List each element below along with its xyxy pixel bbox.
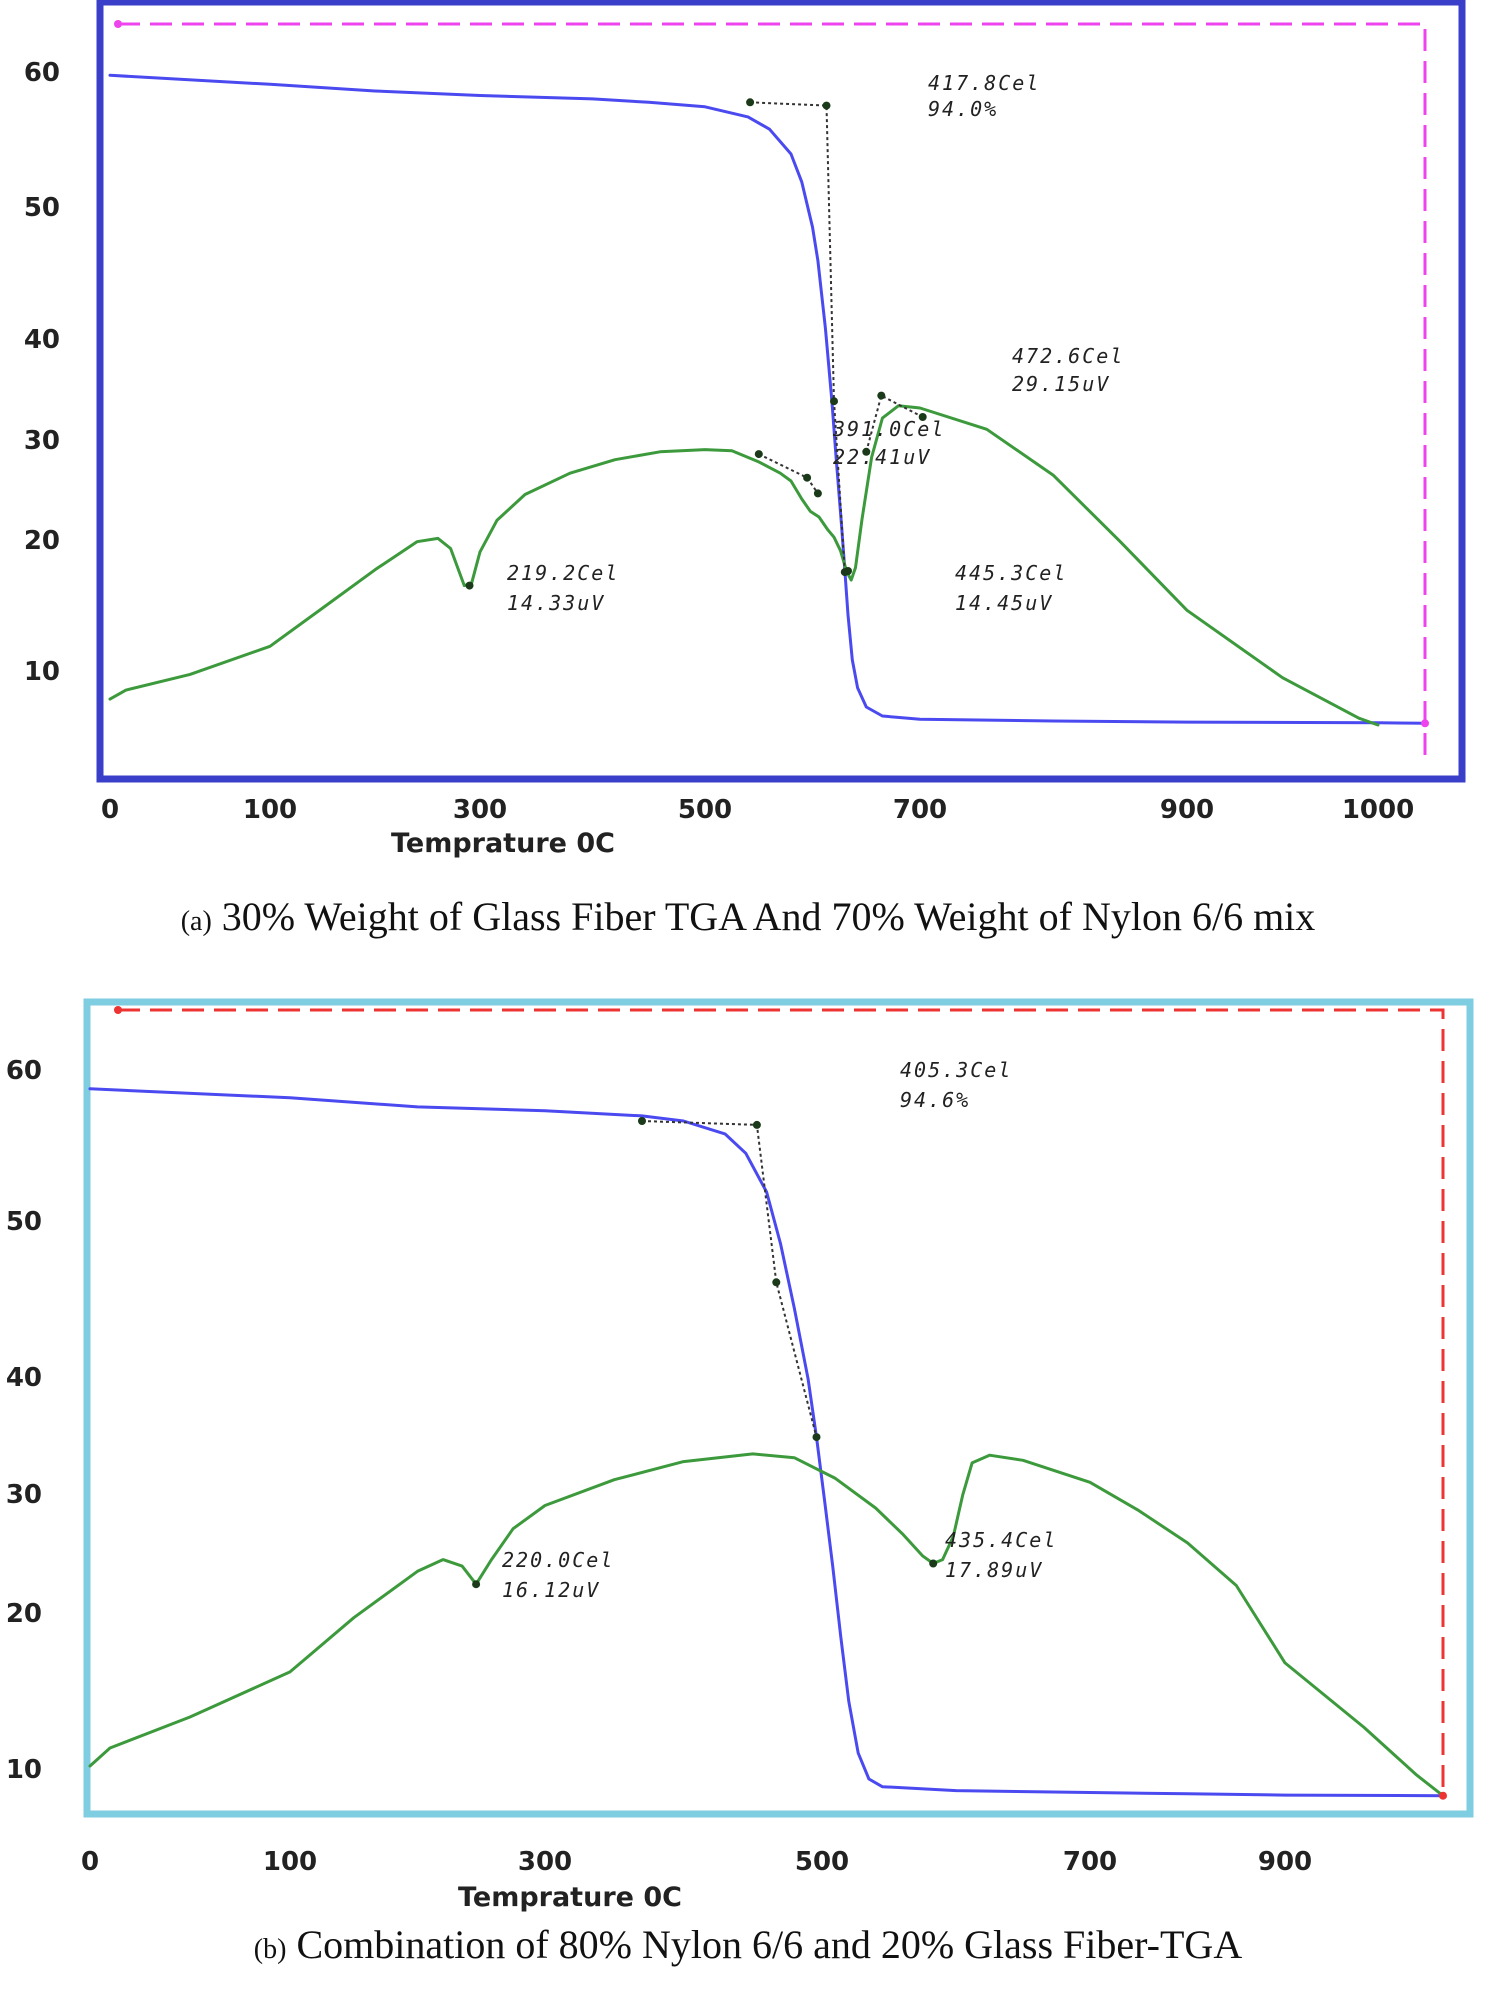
annotation-marker xyxy=(746,98,755,107)
x-tick-label: 0 xyxy=(101,795,119,825)
annotation-marker xyxy=(830,397,838,406)
annotation-marker xyxy=(812,1433,821,1442)
end-marker xyxy=(1439,1791,1447,1800)
y-ticks-b: 10 20 30 40 50 60 xyxy=(6,1056,42,1785)
annotation-label: 417.8Cel 94.0% xyxy=(928,71,1040,121)
x-tick-label: 1000 xyxy=(1342,795,1414,825)
y-tick-label: 20 xyxy=(24,526,60,556)
annotation-guide-line xyxy=(641,1120,818,1438)
annotation-marker xyxy=(754,450,763,459)
x-tick-label: 500 xyxy=(678,795,732,825)
annotation-marker xyxy=(638,1117,646,1125)
annotation-layer-b: 405.3Cel 94.6% 220.0Cel 16.12uV 435.4Cel 17… xyxy=(114,1006,1447,1800)
y-tick-label: 60 xyxy=(6,1056,42,1086)
annotation-label: 391.0Cel 22.41uV xyxy=(832,417,945,469)
x-ticks-b: 0 100 300 500 700 900 xyxy=(81,1847,1312,1877)
annotation-marker xyxy=(844,567,852,575)
annotation-layer-a: 417.8Cel 94.0% 472.6Cel 29.15uV 391.0Cel 22… xyxy=(114,20,1429,728)
annotation-label: 220.0Cel 16.12uV xyxy=(502,1548,614,1602)
panel-tag: (a) xyxy=(180,906,212,937)
start-marker xyxy=(114,1006,122,1014)
x-tick-label: 100 xyxy=(243,795,297,825)
x-tick-label: 900 xyxy=(1160,795,1214,825)
chart-b-svg: 10 20 30 40 50 60 0 100 300 500 700 900 … xyxy=(6,998,1474,1913)
x-tick-label: 900 xyxy=(1258,1847,1312,1877)
tga-weight-line xyxy=(108,73,1427,725)
y-tick-label: 10 xyxy=(6,1755,42,1785)
x-axis-label: Temprature 0C xyxy=(458,1882,682,1913)
caption-b: (b) Combination of 80% Nylon 6/6 and 20%… xyxy=(0,1921,1496,1968)
series-layer-b xyxy=(88,1087,1445,1798)
x-ticks-a: 0 100 300 500 700 900 1000 xyxy=(101,795,1414,825)
caption-text: Combination of 80% Nylon 6/6 and 20% Gla… xyxy=(296,1922,1243,1967)
plot-border-a xyxy=(96,0,1466,783)
x-tick-label: 100 xyxy=(263,1847,317,1877)
annotation-label: 405.3Cel 94.6% xyxy=(900,1058,1012,1112)
dta-signal-line xyxy=(88,1452,1445,1798)
caption-text: 30% Weight of Glass Fiber TGA And 70% We… xyxy=(221,894,1316,939)
panel-tag: (b) xyxy=(253,1934,287,1965)
x-tick-label: 700 xyxy=(893,795,947,825)
annotation-label: 435.4Cel 17.89uV xyxy=(945,1528,1057,1582)
reference-dashed-line xyxy=(118,1008,1445,1795)
annotation-marker xyxy=(877,391,886,400)
annotation-label: 219.2Cel 14.33uV xyxy=(507,561,619,615)
annotation-marker xyxy=(918,413,927,421)
series-layer-a xyxy=(108,73,1427,727)
y-tick-label: 60 xyxy=(24,58,60,88)
x-tick-label: 0 xyxy=(81,1847,99,1877)
annotation-label: 445.3Cel 14.45uV xyxy=(955,561,1067,615)
y-tick-label: 40 xyxy=(24,325,60,355)
annotation-marker xyxy=(772,1278,781,1287)
x-tick-label: 700 xyxy=(1063,1847,1117,1877)
y-tick-label: 30 xyxy=(24,426,60,456)
tga-weight-line xyxy=(88,1087,1445,1798)
x-tick-label: 300 xyxy=(518,1847,572,1877)
y-tick-label: 10 xyxy=(24,657,60,687)
y-ticks-a: 10 20 30 40 50 60 xyxy=(24,58,60,687)
annotation-marker xyxy=(472,1580,481,1589)
y-tick-label: 30 xyxy=(6,1480,42,1510)
annotation-marker xyxy=(752,1120,761,1129)
end-marker xyxy=(1421,719,1429,728)
annotation-marker xyxy=(862,447,871,456)
annotation-marker xyxy=(465,581,474,590)
x-tick-label: 300 xyxy=(453,795,507,825)
plot-border-b xyxy=(83,998,1474,1818)
y-tick-label: 50 xyxy=(24,193,60,223)
reference-dashed-line xyxy=(118,22,1427,762)
annotation-marker xyxy=(822,101,831,110)
y-tick-label: 40 xyxy=(6,1363,42,1393)
annotation-guide-line xyxy=(750,101,846,573)
y-tick-label: 50 xyxy=(6,1207,42,1237)
chart-a-svg: 10 20 30 40 50 60 0 100 300 500 700 900 … xyxy=(24,0,1466,859)
x-axis-label: Temprature 0C xyxy=(391,828,615,859)
caption-a: (a) 30% Weight of Glass Fiber TGA And 70… xyxy=(0,893,1496,940)
annotation-marker xyxy=(813,489,822,498)
x-tick-label: 500 xyxy=(795,1847,849,1877)
chart-panel-b: 10 20 30 40 50 60 0 100 300 500 700 900 … xyxy=(0,990,1496,1990)
chart-panel-a: 10 20 30 40 50 60 0 100 300 500 700 900 … xyxy=(0,0,1496,980)
start-marker xyxy=(114,20,122,28)
annotation-guide-line xyxy=(865,394,924,453)
annotation-guide-line xyxy=(758,453,819,494)
annotation-marker xyxy=(803,473,812,482)
y-tick-label: 20 xyxy=(6,1599,42,1629)
annotation-label: 472.6Cel 29.15uV xyxy=(1012,344,1124,396)
annotation-marker xyxy=(929,1559,938,1568)
dta-signal-line xyxy=(108,404,1380,727)
